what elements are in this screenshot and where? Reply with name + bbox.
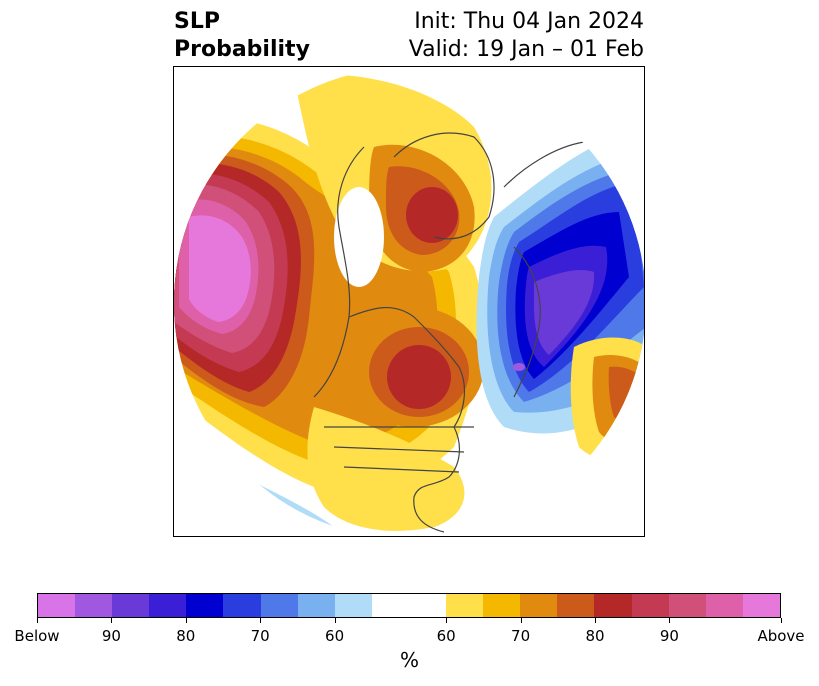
colorbar-above-segment [705, 594, 743, 617]
colorbar-tick-label: Below [14, 627, 60, 645]
map-svg [174, 67, 644, 536]
europe-positive-anomaly [570, 337, 644, 461]
title-right: Init: Thu 04 Jan 2024 Valid: 19 Jan – 01… [409, 8, 644, 64]
colorbar-tick-mark [334, 618, 336, 623]
colorbar-above-segment [668, 594, 706, 617]
colorbar-below-segment [75, 594, 113, 617]
colorbar-tick-mark [520, 618, 522, 623]
colorbar-below-segment [260, 594, 298, 617]
colorbar-tick-mark [446, 618, 448, 623]
colorbar-below-segment [334, 594, 372, 617]
colorbar-tick-label: 60 [436, 627, 456, 645]
colorbar-neutral-segment [371, 594, 447, 617]
colorbar-above-segment [520, 594, 558, 617]
colorbar-tick-mark [260, 618, 262, 623]
colorbar-below-segment [186, 594, 224, 617]
colorbar-tick-mark [669, 618, 671, 623]
colorbar-below-segment [38, 594, 76, 617]
colorbar-tick-label: 60 [325, 627, 345, 645]
probability-map [173, 66, 645, 537]
colorbar-tick-label: 70 [511, 627, 531, 645]
colorbar-below-segment [112, 594, 150, 617]
colorbar-below-segment [149, 594, 187, 617]
colorbar-tick-label: 70 [250, 627, 270, 645]
colorbar-above-segment [446, 594, 484, 617]
colorbar-above-segment [594, 594, 632, 617]
valid-range: Valid: 19 Jan – 01 Feb [408, 37, 644, 62]
colorbar-below-segment [297, 594, 335, 617]
variable-title: SLP [174, 9, 220, 34]
colorbar-tick-mark [595, 618, 596, 623]
hudson-positive-anomaly [344, 307, 484, 427]
greenland-positive-anomaly [294, 74, 492, 272]
colorbar-unit: % [399, 648, 419, 672]
metric-title: Probability [174, 37, 310, 62]
title-left: SLP Probability [174, 8, 310, 64]
neutral-gap [334, 187, 384, 287]
colorbar [37, 593, 781, 618]
colorbar-below-segment [223, 594, 261, 617]
colorbar-above-segment [557, 594, 595, 617]
colorbar-above-segment [483, 594, 521, 617]
colorbar-tick-mark [781, 618, 782, 623]
colorbar-tick-label: 80 [585, 627, 605, 645]
colorbar-tick-label: Above [757, 627, 805, 645]
colorbar-tick-label: 90 [659, 627, 679, 645]
colorbar-tick-label: 80 [176, 627, 196, 645]
init-date: Init: Thu 04 Jan 2024 [414, 9, 644, 34]
colorbar-tick-label: 90 [101, 627, 121, 645]
colorbar-tick-mark [111, 618, 113, 623]
colorbar-tick-mark [37, 618, 38, 623]
colorbar-above-segment [742, 594, 780, 617]
colorbar-tick-mark [185, 618, 187, 623]
colorbar-above-segment [631, 594, 669, 617]
